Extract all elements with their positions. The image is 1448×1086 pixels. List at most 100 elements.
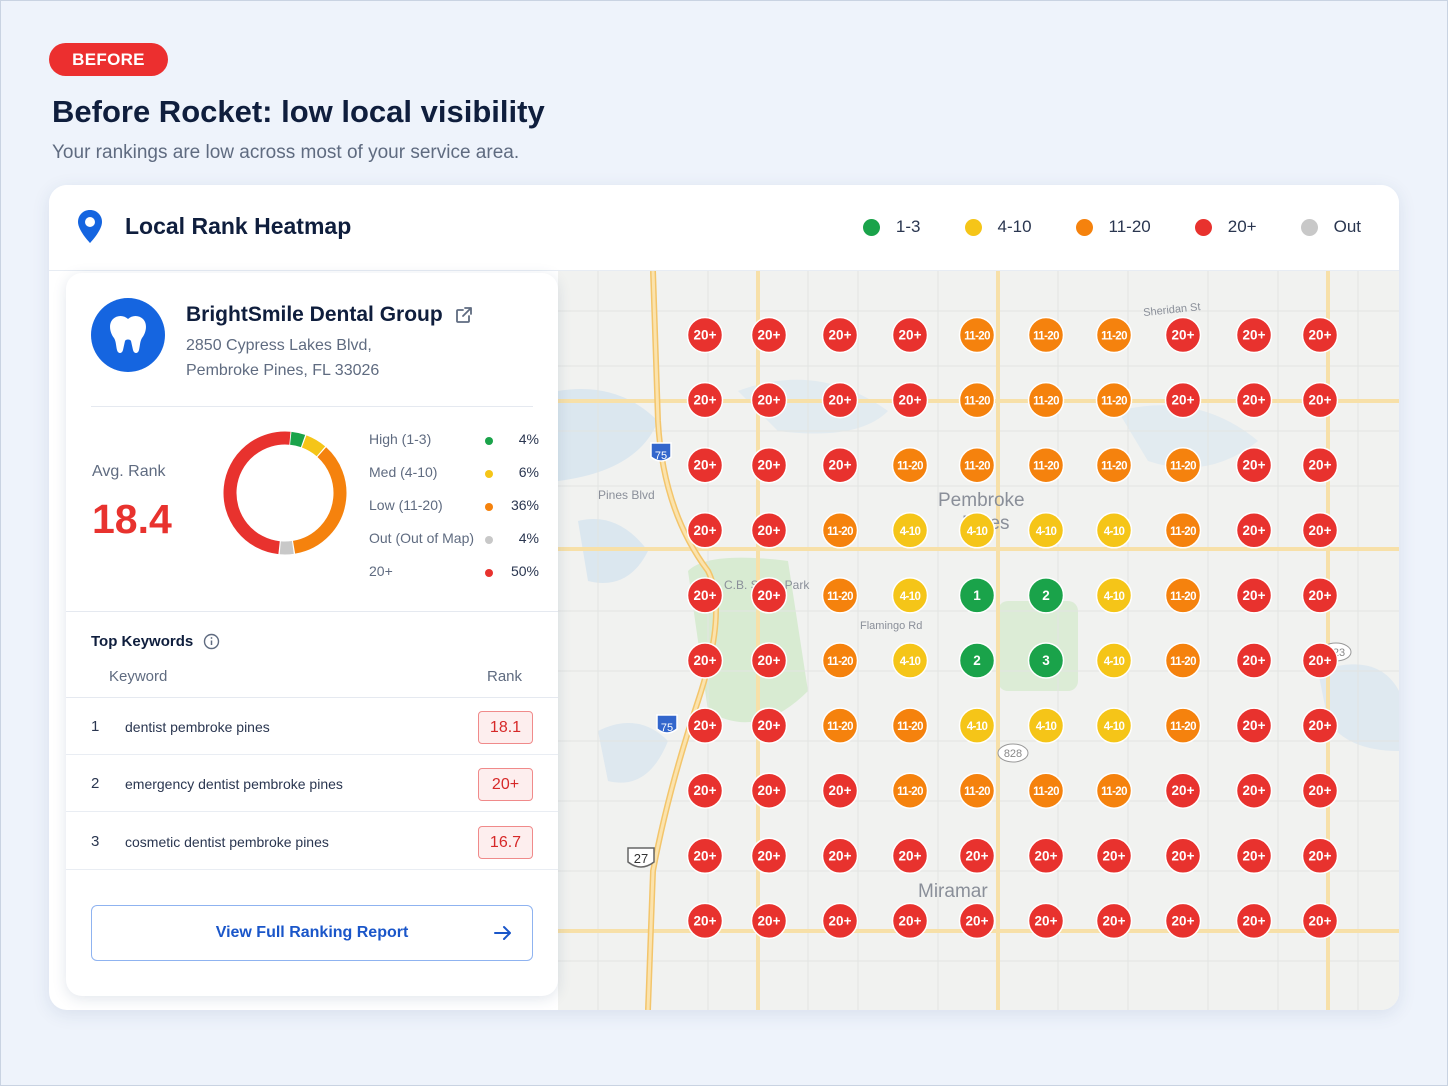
rank-pin[interactable]: 20+	[750, 772, 788, 809]
rank-pin[interactable]: 20+	[1164, 381, 1202, 419]
rank-pin[interactable]: 20+	[891, 316, 929, 354]
rank-pin[interactable]: 11-20	[821, 642, 859, 679]
rank-pin[interactable]: 11-20	[958, 446, 996, 484]
rank-pin[interactable]: 11-20	[821, 512, 859, 549]
rank-pin[interactable]: 11-20	[821, 577, 859, 614]
rank-pin[interactable]: 20+	[686, 316, 724, 354]
rank-pin[interactable]: 4-10	[1095, 707, 1133, 744]
rank-pin[interactable]: 20+	[1164, 772, 1202, 809]
rank-pin[interactable]: 11-20	[1164, 642, 1202, 679]
rank-pin[interactable]: 20+	[686, 642, 724, 679]
rank-pin[interactable]: 4-10	[958, 512, 996, 549]
rank-pin[interactable]: 20+	[1301, 577, 1339, 614]
rank-pin[interactable]: 20+	[1301, 446, 1339, 484]
rank-pin[interactable]: 20+	[686, 902, 724, 940]
rank-pin[interactable]: 3	[1027, 642, 1065, 679]
rank-pin[interactable]: 4-10	[891, 512, 929, 549]
rank-pin[interactable]: 20+	[891, 381, 929, 419]
rank-pin[interactable]: 20+	[891, 837, 929, 875]
rank-pin[interactable]: 11-20	[891, 446, 929, 484]
rank-pin[interactable]: 11-20	[1095, 772, 1133, 809]
rank-pin[interactable]: 20+	[821, 902, 859, 940]
rank-pin[interactable]: 20+	[1095, 902, 1133, 940]
info-icon[interactable]	[203, 633, 220, 650]
rank-pin[interactable]: 11-20	[1027, 381, 1065, 419]
rank-pin[interactable]: 11-20	[958, 381, 996, 419]
rank-pin[interactable]: 20+	[750, 316, 788, 354]
rank-pin[interactable]: 4-10	[1095, 577, 1133, 614]
rank-pin[interactable]: 20+	[821, 772, 859, 809]
rank-pin[interactable]: 20+	[1301, 837, 1339, 875]
external-link-icon[interactable]	[454, 305, 474, 325]
rank-pin[interactable]: 11-20	[821, 707, 859, 744]
rank-pin[interactable]: 11-20	[1095, 381, 1133, 419]
rank-pin[interactable]: 11-20	[1095, 446, 1133, 484]
rank-pin[interactable]: 20+	[750, 837, 788, 875]
rank-pin[interactable]: 20+	[1301, 316, 1339, 354]
rank-pin[interactable]: 20+	[686, 772, 724, 809]
rank-pin[interactable]: 20+	[1027, 837, 1065, 875]
rank-pin[interactable]: 20+	[958, 837, 996, 875]
rank-pin[interactable]: 4-10	[891, 642, 929, 679]
rank-pin[interactable]: 20+	[821, 446, 859, 484]
rank-pin[interactable]: 20+	[958, 902, 996, 940]
rank-pin[interactable]: 11-20	[1164, 707, 1202, 744]
rank-pin[interactable]: 20+	[686, 381, 724, 419]
rank-pin[interactable]: 20+	[750, 902, 788, 940]
rank-pin[interactable]: 20+	[1235, 837, 1273, 875]
rank-pin[interactable]: 4-10	[1027, 707, 1065, 744]
rank-pin[interactable]: 20+	[1235, 512, 1273, 549]
rank-pin[interactable]: 1	[958, 577, 996, 614]
rank-pin[interactable]: 20+	[1235, 772, 1273, 809]
rank-pin[interactable]: 20+	[750, 707, 788, 744]
rank-pin[interactable]: 4-10	[958, 707, 996, 744]
rank-pin[interactable]: 20+	[1235, 316, 1273, 354]
rank-pin[interactable]: 11-20	[1027, 446, 1065, 484]
rank-pin[interactable]: 20+	[1095, 837, 1133, 875]
rank-pin[interactable]: 4-10	[1027, 512, 1065, 549]
rank-pin[interactable]: 4-10	[1095, 642, 1133, 679]
rank-pin[interactable]: 20+	[1301, 512, 1339, 549]
rank-pin[interactable]: 20+	[686, 577, 724, 614]
rank-pin[interactable]: 11-20	[958, 316, 996, 354]
rank-pin[interactable]: 20+	[750, 577, 788, 614]
rank-pin[interactable]: 11-20	[1027, 772, 1065, 809]
rank-pin[interactable]: 20+	[1235, 902, 1273, 940]
rank-pin[interactable]: 20+	[1164, 837, 1202, 875]
rank-pin[interactable]: 11-20	[1164, 446, 1202, 484]
keyword-row[interactable]: 2 emergency dentist pembroke pines 20+	[66, 755, 558, 812]
rank-map[interactable]: Sheridan St Pines Blvd Pembroke Pines C.…	[558, 271, 1399, 1010]
rank-pin[interactable]: 20+	[1301, 902, 1339, 940]
rank-pin[interactable]: 20+	[1235, 642, 1273, 679]
rank-pin[interactable]: 20+	[1301, 642, 1339, 679]
rank-pin[interactable]: 20+	[891, 902, 929, 940]
rank-pin[interactable]: 20+	[1301, 772, 1339, 809]
rank-pin[interactable]: 11-20	[891, 772, 929, 809]
rank-pin[interactable]: 20+	[750, 512, 788, 549]
rank-pin[interactable]: 4-10	[1095, 512, 1133, 549]
rank-pin[interactable]: 2	[1027, 577, 1065, 614]
rank-pin[interactable]: 20+	[1235, 577, 1273, 614]
rank-pin[interactable]: 20+	[1164, 316, 1202, 354]
keyword-row[interactable]: 1 dentist pembroke pines 18.1	[66, 698, 558, 755]
rank-pin[interactable]: 20+	[750, 446, 788, 484]
rank-pin[interactable]: 11-20	[1164, 577, 1202, 614]
rank-pin[interactable]: 20+	[1301, 381, 1339, 419]
rank-pin[interactable]: 20+	[1164, 902, 1202, 940]
rank-pin[interactable]: 11-20	[891, 707, 929, 744]
rank-pin[interactable]: 20+	[821, 381, 859, 419]
rank-pin[interactable]: 11-20	[1095, 316, 1133, 354]
rank-pin[interactable]: 20+	[821, 316, 859, 354]
keyword-row[interactable]: 3 cosmetic dentist pembroke pines 16.7	[66, 813, 558, 870]
rank-pin[interactable]: 20+	[1301, 707, 1339, 744]
rank-pin[interactable]: 4-10	[891, 577, 929, 614]
rank-pin[interactable]: 20+	[1027, 902, 1065, 940]
rank-pin[interactable]: 20+	[686, 707, 724, 744]
rank-pin[interactable]: 20+	[1235, 381, 1273, 419]
rank-pin[interactable]: 20+	[821, 837, 859, 875]
rank-pin[interactable]: 20+	[686, 837, 724, 875]
rank-pin[interactable]: 2	[958, 642, 996, 679]
rank-pin[interactable]: 11-20	[1027, 316, 1065, 354]
rank-pin[interactable]: 20+	[750, 381, 788, 419]
rank-pin[interactable]: 20+	[1235, 446, 1273, 484]
